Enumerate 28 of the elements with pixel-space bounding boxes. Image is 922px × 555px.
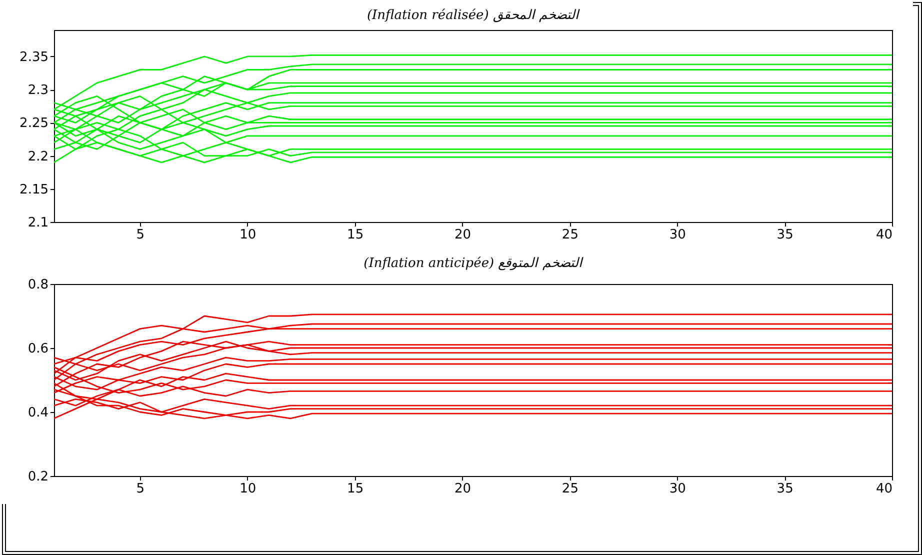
x-tick-label: 20 — [454, 482, 472, 496]
x-tick-label: 30 — [669, 228, 686, 242]
y-tick-label: 2.35 — [20, 50, 48, 65]
x-tick-label: 30 — [669, 482, 686, 496]
x-tick-label: 35 — [776, 482, 794, 496]
y-tick-label: 2.2 — [28, 149, 48, 164]
x-tick-label: 10 — [240, 482, 256, 496]
x-tick-label: 15 — [347, 482, 364, 496]
y-tick-label: 2.15 — [20, 182, 48, 198]
x-tick-label: 40 — [876, 482, 892, 496]
x-tick-label: 5 — [136, 482, 145, 496]
y-tick-label: 0.8 — [28, 278, 48, 292]
x-tick-label: 15 — [347, 228, 364, 242]
chart-title: (Inflation anticipée) التضخم المتوقع — [364, 256, 584, 271]
y-tick-label: 0.6 — [28, 342, 48, 356]
y-tick-label: 2.25 — [20, 116, 48, 132]
x-tick-label: 20 — [454, 228, 472, 242]
x-tick-label: 40 — [876, 228, 892, 242]
y-tick-label: 2.3 — [28, 83, 48, 98]
x-tick-label: 25 — [562, 228, 578, 242]
x-tick-label: 5 — [136, 228, 145, 242]
x-tick-label: 25 — [562, 482, 578, 496]
x-tick-label: 10 — [240, 228, 256, 242]
y-tick-label: 2.1 — [28, 216, 48, 230]
x-tick-label: 35 — [776, 228, 794, 242]
y-tick-label: 0.2 — [28, 470, 48, 484]
chart-title: (Inflation réalisée) التضخم المحقق — [366, 8, 580, 23]
y-tick-label: 0.4 — [28, 406, 48, 420]
